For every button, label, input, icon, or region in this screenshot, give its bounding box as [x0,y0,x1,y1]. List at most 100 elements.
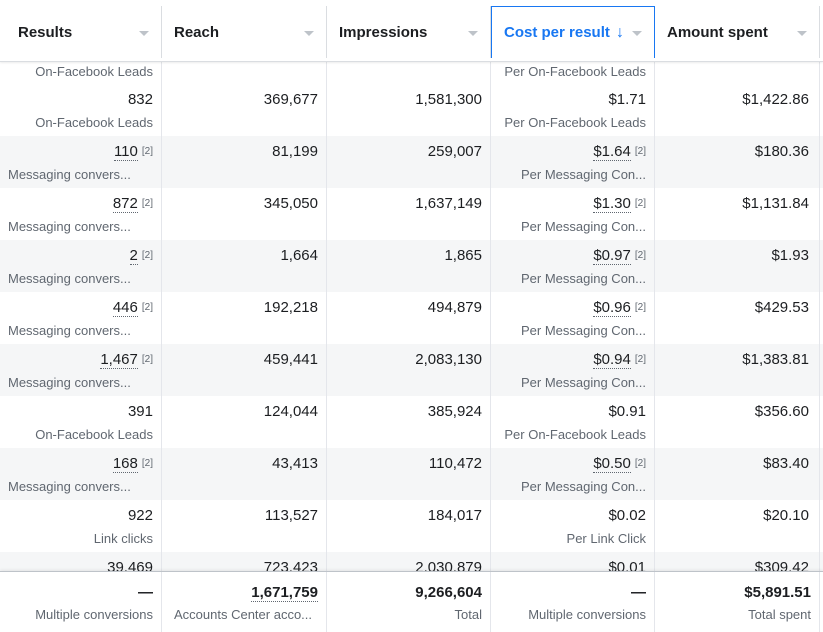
cost-sub: Per Messaging Con... [520,375,646,390]
spent-cell: $1,383.81 [655,344,820,396]
cost-value-wrap: $0.94 [2] [491,344,646,369]
reach-value: 1,664 [280,247,318,264]
chevron-down-icon[interactable] [797,30,807,36]
cost-sub: Per Messaging Con... [520,479,646,494]
cost-sub: Per Messaging Con... [520,271,646,286]
cost-sub: Per On-Facebook Leads [504,64,646,79]
impressions-value: 1,865 [444,247,482,264]
results-value[interactable]: 168 [112,455,138,473]
cost-value-wrap: $1.30 [2] [491,188,646,213]
spent-value: $1.93 [771,247,809,264]
cost-value-wrap: $1.64 [2] [491,136,646,161]
impressions-cell: 2,083,130 [327,344,491,396]
results-sub: Messaging convers... [8,323,131,338]
impressions-cell [327,62,491,84]
chevron-down-icon[interactable] [304,30,314,36]
cost-sub: Per On-Facebook Leads [504,115,646,130]
impressions-value: 2,083,130 [415,351,482,368]
footnote-marker: [2] [634,146,646,157]
spent-value: $429.53 [754,299,809,316]
table-row[interactable]: 1,467 [2] Messaging convers... 459,441 2,083… [0,344,823,396]
cost-value[interactable]: $1.30 [593,195,631,213]
results-value[interactable]: 446 [112,299,138,317]
total-reach-sub: Accounts Center acco... [174,607,313,622]
reach-value: 192,218 [263,299,318,316]
results-value: 832 [127,91,153,108]
cost-value[interactable]: $1.64 [593,143,631,161]
cost-value-wrap: $0.02 [491,500,646,525]
column-header-reach[interactable]: Reach [162,6,327,58]
table-row[interactable]: 446 [2] Messaging convers... 192,218 494,879… [0,292,823,344]
total-cost: — [631,584,646,601]
results-value: 391 [127,403,153,420]
reach-cell: 43,413 [162,448,327,500]
reach-value: 369,677 [263,91,318,108]
table-row[interactable]: 168 [2] Messaging convers... 43,413 110,472 $… [0,448,823,500]
spent-cell: $429.53 [655,292,820,344]
impressions-value: 494,879 [427,299,482,316]
cost-cell: $0.02 Per Link Click [491,500,655,552]
impressions-cell: 494,879 [327,292,491,344]
total-cost-cell: — Multiple conversions [491,572,655,632]
cost-value[interactable]: $0.94 [593,351,631,369]
footnote-marker: [2] [634,458,646,469]
footnote-marker: [2] [141,250,153,261]
cost-value-wrap: $0.97 [2] [491,240,646,265]
footnote-marker: [2] [141,458,153,469]
chevron-down-icon[interactable] [632,31,642,36]
results-value-wrap: 2 [2] [0,240,153,265]
impressions-cell: 1,637,149 [327,188,491,240]
footnote-marker: [2] [141,146,153,157]
total-results-cell: — Multiple conversions [0,572,162,632]
cost-value-wrap: $0.96 [2] [491,292,646,317]
column-header-label: Cost per result [504,23,610,41]
cost-value: $0.02 [608,507,646,524]
table-row[interactable]: 2 [2] Messaging convers... 1,664 1,865 $0.97[… [0,240,823,292]
column-header-label: Impressions [339,23,428,41]
table-row[interactable]: 391 On-Facebook Leads 124,044 385,924 $0.91 P… [0,396,823,448]
table-row[interactable]: 922 Link clicks 113,527 184,017 $0.02 Per Lin… [0,500,823,552]
cost-value-wrap: $1.71 [491,84,646,109]
chevron-down-icon[interactable] [139,30,149,36]
spent-value: $1,383.81 [742,351,809,368]
total-results: — [138,584,153,601]
results-value[interactable]: 2 [129,247,138,265]
cost-cell: $0.50 [2] Per Messaging Con... [491,448,655,500]
footnote-marker: [2] [141,354,153,365]
table-row-partial[interactable]: On-Facebook Leads Per On-Facebook Leads [0,62,823,84]
total-spent-cell: $5,891.51 Total spent [655,572,820,632]
reach-value: 113,527 [264,507,318,524]
column-header-impressions[interactable]: Impressions [327,6,491,58]
table-row[interactable]: 832 On-Facebook Leads 369,677 1,581,300 $1.7… [0,84,823,136]
reach-value: 459,441 [263,351,318,368]
results-value-wrap: 110 [2] [0,136,153,161]
cost-value[interactable]: $0.96 [593,299,631,317]
reach-value: 81,199 [272,143,318,160]
results-value-wrap: 872 [2] [0,188,153,213]
spent-cell: $1.93 [655,240,820,292]
spent-cell: $83.40 [655,448,820,500]
reach-cell [162,62,327,84]
cost-sub: Per Messaging Con... [520,167,646,182]
impressions-cell: 259,007 [327,136,491,188]
results-value[interactable]: 1,467 [100,351,138,369]
spent-value: $83.40 [763,455,809,472]
results-value[interactable]: 110 [113,143,138,161]
results-sub: On-Facebook Leads [35,64,153,79]
column-header-cost-per-result[interactable]: Cost per result ↓ [491,6,655,58]
table-row[interactable]: 872 [2] Messaging convers... 345,050 1,637,1… [0,188,823,240]
table-row[interactable]: 110 [2] Messaging convers... 81,199 259,007 $… [0,136,823,188]
impressions-cell: 1,865 [327,240,491,292]
cost-value[interactable]: $0.50 [593,455,631,473]
impressions-cell: 385,924 [327,396,491,448]
column-header-amount-spent[interactable]: Amount spent [655,6,820,58]
total-reach[interactable]: 1,671,759 [251,584,318,602]
cost-cell: $0.91 Per On-Facebook Leads [491,396,655,448]
cost-value[interactable]: $0.97 [593,247,631,265]
results-sub: Messaging convers... [8,219,131,234]
results-value[interactable]: 872 [112,195,138,213]
chevron-down-icon[interactable] [468,30,478,36]
spent-value: $1,131.84 [742,195,809,212]
total-impressions: 9,266,604 [415,584,482,601]
column-header-results[interactable]: Results [0,6,162,58]
